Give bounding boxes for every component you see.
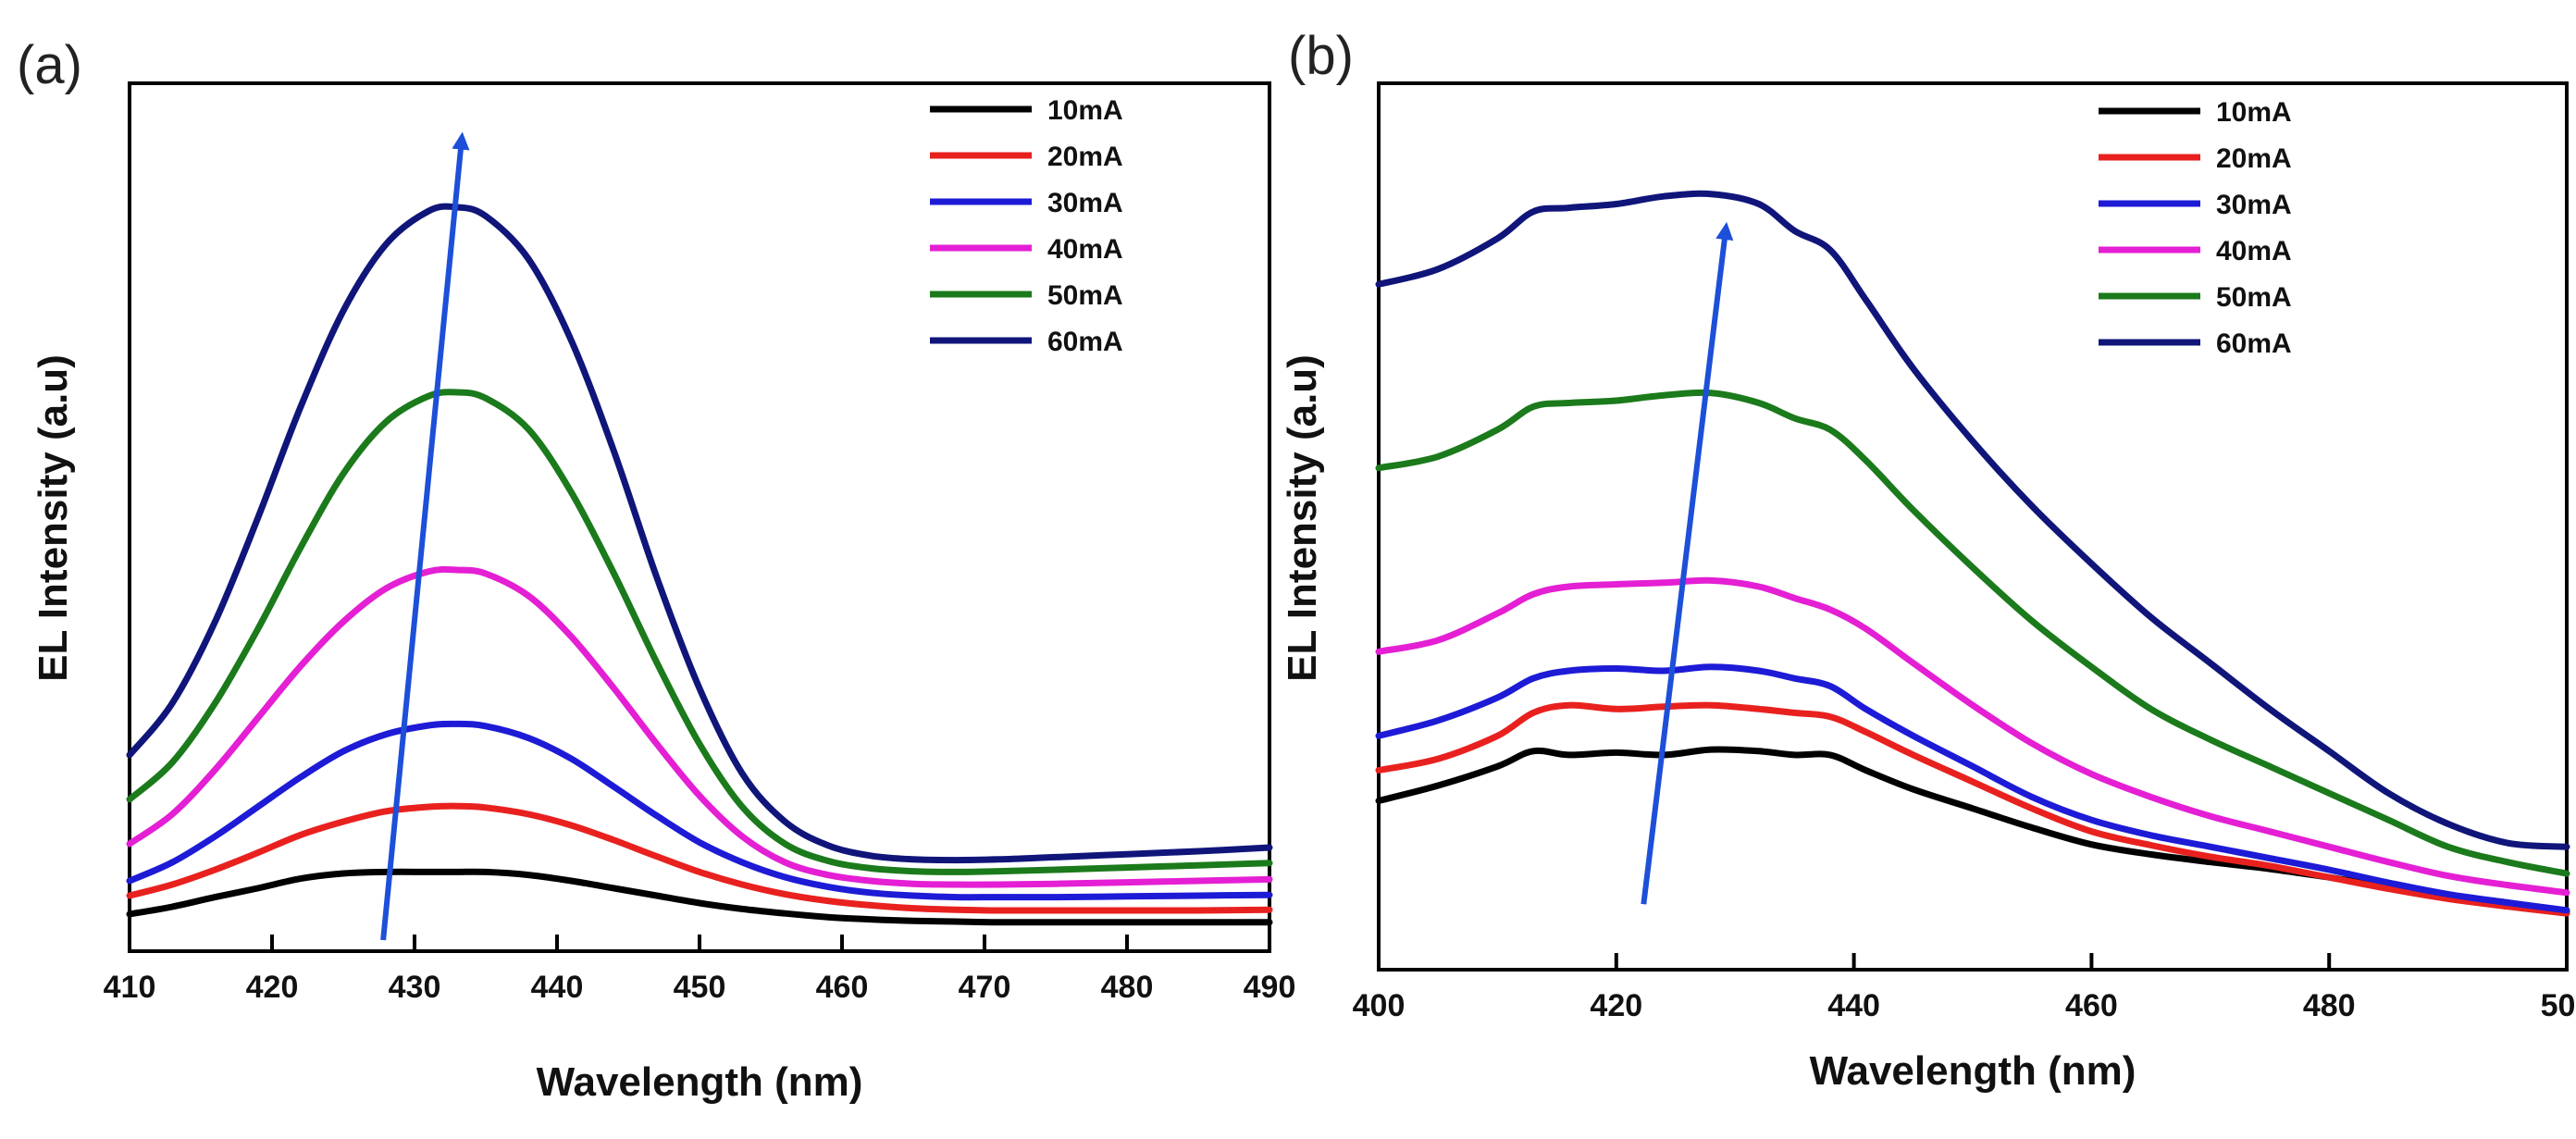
series-line-60ma bbox=[1375, 190, 2570, 850]
x-tick-label: 400 bbox=[1353, 988, 1406, 1023]
trend-arrow-a bbox=[380, 131, 470, 941]
x-tick-label: 420 bbox=[1590, 988, 1642, 1023]
legend-label: 10mA bbox=[1047, 95, 1123, 126]
panel-b: (b) 400 420 440 460 480 500 10mA 20mA 30mA 40mA 5… bbox=[1280, 26, 2576, 1094]
legend-label: 60mA bbox=[2216, 328, 2292, 359]
legend-b: 10mA 20mA 30mA 40mA 50mA 60mA bbox=[2099, 97, 2292, 359]
x-ticks-b: 400 420 440 460 480 500 bbox=[1353, 953, 2576, 1023]
legend-label: 50mA bbox=[1047, 280, 1123, 311]
x-axis-title-a: Wavelength (nm) bbox=[537, 1059, 863, 1105]
x-tick-label: 430 bbox=[389, 970, 441, 1005]
trend-arrow bbox=[1641, 221, 1734, 905]
trend-arrow bbox=[380, 131, 470, 941]
legend-label: 60mA bbox=[1047, 327, 1123, 357]
series-line-20ma bbox=[126, 802, 1273, 914]
series-line-10ma bbox=[126, 868, 1273, 926]
x-tick-label: 420 bbox=[246, 970, 299, 1005]
x-tick-label: 440 bbox=[1827, 988, 1880, 1023]
series-line-50ma bbox=[1375, 389, 2570, 877]
series-line-40ma bbox=[126, 565, 1273, 888]
x-tick-label: 480 bbox=[1101, 970, 1154, 1005]
legend-label: 40mA bbox=[1047, 234, 1123, 265]
legend-label: 50mA bbox=[2216, 282, 2292, 313]
x-tick-label: 500 bbox=[2541, 988, 2576, 1023]
y-axis-title-a: EL Intensity (a.u) bbox=[31, 354, 76, 682]
y-axis-title-b: EL Intensity (a.u) bbox=[1280, 354, 1325, 682]
series-line-60ma bbox=[126, 203, 1273, 864]
series-line-30ma bbox=[1375, 663, 2570, 914]
legend-label: 10mA bbox=[2216, 97, 2292, 128]
trend-arrow-b bbox=[1641, 221, 1734, 905]
legend-label: 30mA bbox=[2216, 190, 2292, 220]
plot-frame-b bbox=[1377, 81, 2569, 972]
series-line-30ma bbox=[126, 720, 1273, 901]
legend-label: 20mA bbox=[1047, 142, 1123, 172]
series-line-40ma bbox=[1375, 576, 2570, 897]
panel-label-a: (a) bbox=[17, 35, 82, 95]
legend-label: 20mA bbox=[2216, 143, 2292, 174]
x-tick-label: 460 bbox=[816, 970, 869, 1005]
series-lines-a bbox=[126, 203, 1273, 926]
series-line-20ma bbox=[1375, 701, 2570, 917]
panel-label-b: (b) bbox=[1288, 26, 1354, 86]
series-lines-b bbox=[1375, 190, 2570, 917]
x-tick-label: 460 bbox=[2065, 988, 2118, 1023]
x-ticks-a: 410 420 430 440 450 460 470 480 490 bbox=[104, 935, 1296, 1005]
x-tick-label: 470 bbox=[959, 970, 1011, 1005]
x-tick-label: 450 bbox=[674, 970, 726, 1005]
legend-label: 30mA bbox=[1047, 188, 1123, 218]
legend-a: 10mA 20mA 30mA 40mA 50mA 60mA bbox=[930, 95, 1123, 357]
x-axis-title-b: Wavelength (nm) bbox=[1810, 1048, 2136, 1094]
x-tick-label: 440 bbox=[531, 970, 584, 1005]
x-tick-label: 490 bbox=[1244, 970, 1296, 1005]
legend-label: 40mA bbox=[2216, 236, 2292, 266]
x-tick-label: 410 bbox=[104, 970, 156, 1005]
x-tick-label: 480 bbox=[2303, 988, 2356, 1023]
series-line-50ma bbox=[126, 389, 1273, 875]
panel-a: (a) 410 420 430 440 450 460 470 480 490 10mA 20mA… bbox=[17, 35, 1295, 1105]
